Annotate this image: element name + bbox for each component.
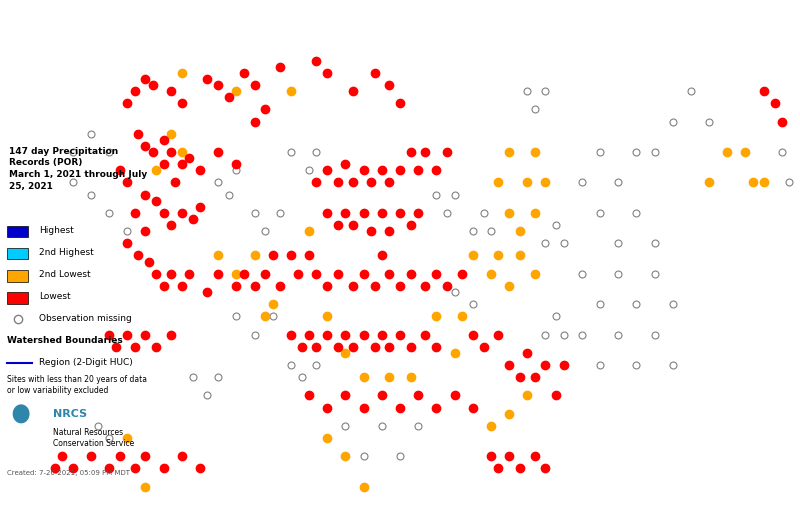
Text: Lowest: Lowest [38,292,70,301]
FancyBboxPatch shape [7,225,28,237]
Text: 2nd Lowest: 2nd Lowest [38,270,90,279]
Text: Observation missing: Observation missing [38,314,131,323]
Text: 2nd Highest: 2nd Highest [38,248,94,257]
Text: NRCS: NRCS [53,409,87,419]
Polygon shape [13,404,30,423]
Text: Watershed Boundaries: Watershed Boundaries [7,337,122,345]
FancyBboxPatch shape [7,292,28,303]
Text: Region (2-Digit HUC): Region (2-Digit HUC) [38,358,133,368]
Text: 147 day Precipitation
Records (POR)
March 1, 2021 through July
25, 2021: 147 day Precipitation Records (POR) Marc… [9,147,147,191]
Text: Natural Resources
Conservation Service: Natural Resources Conservation Service [53,428,134,448]
FancyBboxPatch shape [7,270,28,281]
FancyBboxPatch shape [7,248,28,260]
Text: Highest: Highest [38,226,74,235]
Text: Sites with less than 20 years of data
or low variability excluded: Sites with less than 20 years of data or… [7,375,147,395]
Text: Created: 7-26-2021, 05:09 PM MDT: Created: 7-26-2021, 05:09 PM MDT [7,470,130,476]
